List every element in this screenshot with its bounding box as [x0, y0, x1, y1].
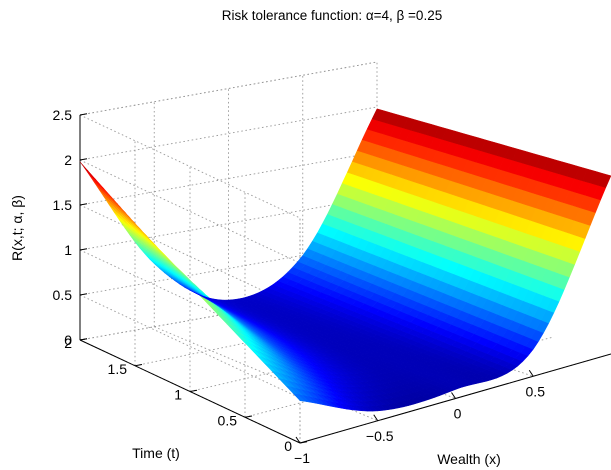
x-tick-label: −1: [294, 450, 310, 466]
z-tick-label: 0.5: [53, 287, 73, 303]
chart-title: Risk tolerance function: α=4, β =0.25: [222, 8, 442, 23]
t-tick-label: 1.5: [108, 361, 128, 377]
tick-labels: 0 0.5 1 1.5 2 2.5 0 0.5 1 1.5 2 −1 −0.5 0 0.5: [53, 107, 546, 466]
t-tick-label: 0.5: [218, 412, 238, 428]
left-wall-z-gridline: [79, 159, 301, 264]
z-tick-mark: [79, 158, 88, 161]
z-tick-mark: [79, 248, 88, 251]
x-tick-mark: [373, 414, 379, 422]
surface-patch: [371, 108, 386, 122]
z-tick-label: 0: [64, 332, 72, 348]
z-tick-mark: [79, 293, 88, 296]
x-tick-mark: [528, 369, 534, 377]
t-tick-label: 0: [284, 438, 292, 454]
z-tick-label: 2: [64, 152, 72, 168]
z-tick-label: 1: [64, 242, 72, 258]
z-tick-mark: [79, 203, 88, 206]
x-tick-label: −0.5: [366, 428, 394, 444]
x-tick-mark: [295, 436, 301, 444]
t-tick-mark: [134, 364, 143, 367]
z-tick-label: 2.5: [53, 107, 73, 123]
t-tick-mark: [189, 389, 198, 392]
z-axis-label: R(x,t; α, β): [9, 195, 25, 261]
y-axis-label: Time (t): [132, 445, 180, 461]
risk-tolerance-surface: [79, 108, 611, 412]
x-tick-mark: [451, 392, 456, 399]
x-tick-label: 0: [454, 406, 462, 422]
floor-t-gridline: [134, 303, 436, 367]
t-tick-mark: [244, 415, 253, 418]
x-axis-label: Wealth (x): [437, 451, 501, 467]
x-tick-label: 0.5: [526, 383, 546, 399]
t-tick-label: 2: [64, 335, 72, 351]
t-tick-label: 1: [174, 387, 182, 403]
t-tick-mark: [299, 441, 308, 444]
t-tick-mark: [79, 338, 88, 341]
z-tick-label: 1.5: [53, 197, 73, 213]
left-wall-z-gridline: [79, 294, 301, 399]
left-wall-z-gridline: [79, 114, 301, 219]
z-tick-mark: [79, 113, 88, 116]
